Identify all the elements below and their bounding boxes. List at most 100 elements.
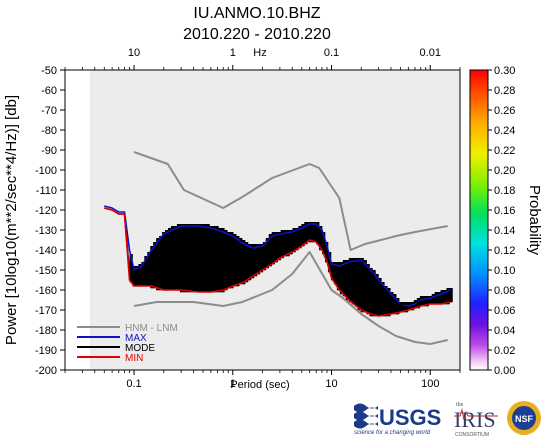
heatmap-cell: [378, 308, 382, 311]
heatmap-cell: [333, 272, 338, 275]
heatmap-cell: [286, 242, 290, 245]
heatmap-cell: [200, 258, 204, 261]
heatmap-cell: [259, 264, 264, 267]
heatmap-cell: [322, 250, 326, 253]
heatmap-cell: [203, 260, 207, 263]
heatmap-cell: [348, 286, 352, 289]
heatmap-cell: [262, 248, 267, 251]
y-tick-label: -200: [35, 365, 57, 377]
heatmap-cell: [170, 242, 175, 245]
heatmap-cell: [203, 252, 207, 255]
heatmap-cell: [307, 236, 311, 239]
heatmap-cell: [179, 250, 184, 253]
heatmap-cell: [354, 298, 358, 301]
heatmap-cell: [224, 236, 228, 239]
heatmap-cell: [360, 258, 364, 261]
heatmap-cell: [280, 246, 284, 249]
heatmap-cell: [345, 260, 350, 263]
heatmap-cell: [233, 276, 237, 279]
heatmap-cell: [209, 284, 213, 287]
heatmap-cell: [372, 282, 376, 285]
heatmap-cell: [138, 272, 142, 275]
heatmap-cell: [271, 244, 275, 247]
heatmap-cell: [209, 290, 213, 293]
heatmap-cell: [360, 274, 364, 277]
heatmap-cell: [173, 250, 178, 253]
heatmap-cell: [292, 228, 296, 231]
heatmap-cell: [295, 246, 299, 249]
heatmap-cell: [268, 238, 273, 241]
heatmap-cell: [242, 260, 246, 263]
heatmap-cell: [159, 268, 163, 271]
heatmap-cell: [212, 248, 216, 251]
heatmap-cell: [259, 244, 264, 247]
heatmap-cell: [375, 302, 379, 305]
heatmap-cell: [256, 266, 261, 269]
heatmap-cell: [191, 244, 195, 247]
heatmap-cell: [224, 280, 228, 283]
heatmap-cell: [153, 264, 157, 267]
heatmap-cell: [283, 252, 287, 255]
heatmap-cell: [170, 286, 175, 289]
heatmap-cell: [360, 284, 364, 287]
heatmap-cell: [342, 260, 347, 263]
heatmap-cell: [212, 278, 216, 281]
heatmap-cell: [342, 286, 347, 289]
heatmap-cell: [298, 232, 302, 235]
heatmap-cell: [159, 284, 163, 287]
heatmap-cell: [378, 300, 382, 303]
heatmap-cell: [378, 312, 382, 315]
heatmap-cell: [390, 308, 394, 311]
heatmap-cell: [351, 298, 355, 301]
heatmap-cell: [200, 290, 204, 293]
heatmap-cell: [170, 240, 175, 243]
heatmap-cell: [330, 266, 335, 269]
heatmap-cell: [185, 236, 190, 239]
heatmap-cell: [245, 252, 249, 255]
heatmap-cell: [203, 288, 207, 291]
heatmap-cell: [443, 296, 447, 299]
heatmap-cell: [259, 266, 264, 269]
heatmap-cell: [200, 246, 204, 249]
heatmap-cell: [182, 284, 187, 287]
heatmap-cell: [194, 266, 198, 269]
heatmap-cell: [185, 250, 190, 253]
heatmap-cell: [348, 280, 352, 283]
heatmap-cell: [342, 280, 347, 283]
heatmap-cell: [221, 284, 225, 287]
heatmap-cell: [179, 266, 184, 269]
heatmap-cell: [200, 262, 204, 265]
heatmap-cell: [357, 272, 361, 275]
heatmap-cell: [218, 236, 222, 239]
heatmap-cell: [221, 266, 225, 269]
heatmap-cell: [194, 264, 198, 267]
heatmap-cell: [206, 230, 210, 233]
heatmap-cell: [262, 264, 267, 267]
heatmap-cell: [162, 278, 166, 281]
heatmap-cell: [179, 234, 184, 237]
heatmap-cell: [262, 244, 267, 247]
heatmap-cell: [366, 300, 370, 303]
heatmap-cell: [354, 258, 358, 261]
heatmap-cell: [259, 256, 264, 259]
heatmap-cell: [310, 230, 314, 233]
heatmap-cell: [236, 246, 240, 249]
heatmap-cell: [138, 282, 142, 285]
heatmap-cell: [265, 248, 270, 251]
heatmap-cell: [307, 234, 311, 237]
heatmap-cell: [316, 238, 320, 241]
heatmap-cell: [342, 292, 347, 295]
heatmap-cell: [218, 256, 222, 259]
heatmap-cell: [159, 252, 163, 255]
heatmap-cell: [173, 260, 178, 263]
heatmap-cell: [156, 266, 160, 269]
heatmap-cell: [141, 266, 145, 269]
heatmap-cell: [239, 266, 243, 269]
heatmap-cell: [262, 246, 267, 249]
heatmap-cell: [156, 268, 160, 271]
heatmap-cell: [304, 238, 308, 241]
heatmap-cell: [366, 294, 370, 297]
heatmap-cell: [227, 268, 231, 271]
heatmap-cell: [345, 292, 350, 295]
heatmap-cell: [233, 280, 237, 283]
